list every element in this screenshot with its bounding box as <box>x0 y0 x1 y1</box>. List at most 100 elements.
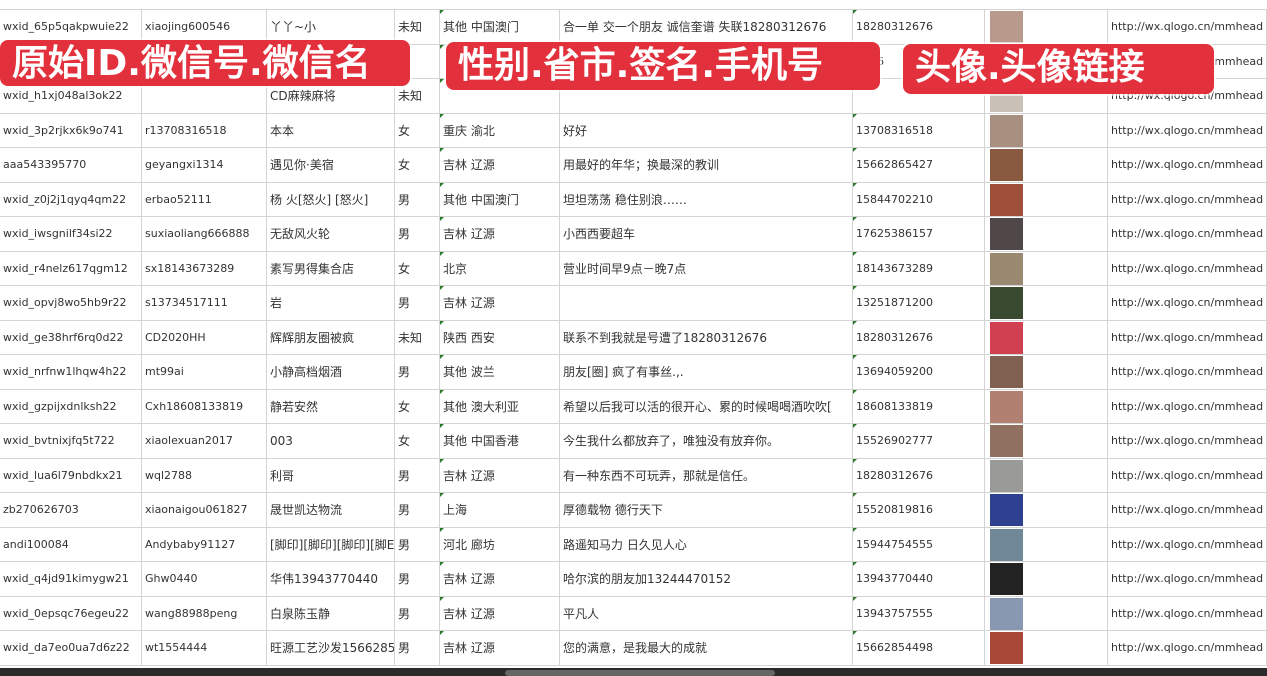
cell-wechat-name[interactable]: 杨 火[怒火] [怒火] <box>267 182 395 216</box>
cell-wechat-name[interactable]: 无敌风火轮 <box>267 217 395 251</box>
cell-avatar-url[interactable]: http://wx.qlogo.cn/mmhead <box>1108 562 1267 596</box>
cell-region[interactable]: 其他 波兰 <box>440 355 560 389</box>
cell-gender[interactable]: 未知 <box>395 10 440 44</box>
cell-signature[interactable]: 厚德载物 德行天下 <box>560 493 853 527</box>
cell-signature[interactable]: 平凡人 <box>560 596 853 630</box>
cell-signature[interactable]: 有一种东西不可玩弄，那就是信任。 <box>560 458 853 492</box>
cell-original-id[interactable]: wxid_h1xj048al3ok22 <box>0 79 142 113</box>
cell-signature[interactable]: 您的满意，是我最大的成就 <box>560 631 853 665</box>
cell-phone[interactable]: 15844702210 <box>853 182 985 216</box>
cell-phone[interactable]: 15662854498 <box>853 631 985 665</box>
cell-signature[interactable]: 好好 <box>560 113 853 147</box>
cell-avatar-url[interactable]: http://wx.qlogo.cn/mmhead <box>1108 355 1267 389</box>
cell-gender[interactable]: 未知 <box>395 79 440 113</box>
cell-avatar-url[interactable]: http://wx.qlogo.cn/mmhead <box>1108 527 1267 561</box>
cell-original-id[interactable]: wxid_65p5qakpwuie22 <box>0 10 142 44</box>
cell-wechat-name[interactable]: 辉辉朋友圈被疯 <box>267 320 395 354</box>
cell-original-id[interactable]: wxid_ge38hrf6rq0d22 <box>0 320 142 354</box>
cell-avatar-url[interactable]: http://wx.qlogo.cn/mmhead <box>1108 217 1267 251</box>
cell-avatar[interactable] <box>985 631 1108 665</box>
cell-gender[interactable]: 男 <box>395 182 440 216</box>
cell-wechat-id[interactable]: geyangxi1314 <box>142 148 267 182</box>
cell-region[interactable]: 吉林 辽源 <box>440 286 560 320</box>
cell-region[interactable]: 吉林 辽源 <box>440 631 560 665</box>
cell-signature[interactable]: 哈尔滨的朋友加13244470152 <box>560 562 853 596</box>
cell-phone[interactable]: 15944754555 <box>853 527 985 561</box>
cell-gender[interactable]: 男 <box>395 527 440 561</box>
cell-gender[interactable]: 男 <box>395 286 440 320</box>
cell-wechat-name[interactable]: 白泉陈玉静 <box>267 596 395 630</box>
cell-region[interactable]: 河北 廊坊 <box>440 527 560 561</box>
cell-phone[interactable] <box>853 79 985 113</box>
cell-region[interactable]: 其他 澳大利亚 <box>440 389 560 423</box>
cell-region[interactable]: 上海 <box>440 493 560 527</box>
cell-wechat-id[interactable]: Andybaby91127 <box>142 527 267 561</box>
cell-wechat-id[interactable]: s13734517111 <box>142 286 267 320</box>
cell-original-id[interactable]: andi100084 <box>0 527 142 561</box>
cell-avatar[interactable] <box>985 10 1108 44</box>
cell-phone[interactable]: 18143673289 <box>853 251 985 285</box>
cell-original-id[interactable]: zb270626703 <box>0 493 142 527</box>
cell-signature[interactable]: 合一单 交一个朋友 诚信奎谱 失联18280312676 <box>560 10 853 44</box>
cell-region[interactable] <box>440 79 560 113</box>
cell-phone[interactable]: 18280312676 <box>853 10 985 44</box>
cell-signature[interactable]: 用最好的年华；换最深的教训 <box>560 148 853 182</box>
cell-wechat-id[interactable]: wang88988peng <box>142 596 267 630</box>
cell-original-id[interactable]: wxid_lua6l79nbdkx21 <box>0 458 142 492</box>
horizontal-scrollbar[interactable] <box>505 670 775 676</box>
cell-wechat-id[interactable]: suxiaoliang666888 <box>142 217 267 251</box>
cell-region[interactable]: 北京 <box>440 251 560 285</box>
cell-region[interactable]: 吉林 辽源 <box>440 458 560 492</box>
cell-signature[interactable] <box>560 79 853 113</box>
cell-phone[interactable]: 13943757555 <box>853 596 985 630</box>
cell-signature[interactable] <box>560 286 853 320</box>
cell-wechat-name[interactable]: 华伟13943770440 <box>267 562 395 596</box>
cell-original-id[interactable]: wxid_0epsqc76egeu22 <box>0 596 142 630</box>
cell-signature[interactable]: 今生我什么都放弃了，唯独没有放弃你。 <box>560 424 853 458</box>
cell-avatar[interactable] <box>985 596 1108 630</box>
cell-original-id[interactable]: wxid_da7eo0ua7d6z22 <box>0 631 142 665</box>
cell-phone[interactable]: 13694059200 <box>853 355 985 389</box>
cell-avatar[interactable] <box>985 251 1108 285</box>
cell-avatar-url[interactable]: http://wx.qlogo.cn/mmhead <box>1108 286 1267 320</box>
cell-wechat-id[interactable] <box>142 79 267 113</box>
cell-avatar-url[interactable]: http://wx.qlogo.cn/mmhead <box>1108 148 1267 182</box>
cell-original-id[interactable]: wxid_gzpijxdnlksh22 <box>0 389 142 423</box>
cell-gender[interactable]: 女 <box>395 424 440 458</box>
cell-original-id[interactable]: wxid_bvtnixjfq5t722 <box>0 424 142 458</box>
cell-avatar-url[interactable]: http://wx.qlogo.cn/mmhead <box>1108 596 1267 630</box>
cell-original-id[interactable]: wxid_3p2rjkx6k9o741 <box>0 113 142 147</box>
cell-wechat-name[interactable]: [脚印][脚印][脚印][脚E <box>267 527 395 561</box>
cell-avatar[interactable] <box>985 424 1108 458</box>
cell-phone[interactable]: 18280312676 <box>853 320 985 354</box>
cell-gender[interactable]: 男 <box>395 596 440 630</box>
cell-avatar[interactable] <box>985 148 1108 182</box>
cell-gender[interactable]: 男 <box>395 493 440 527</box>
cell-gender[interactable]: 男 <box>395 355 440 389</box>
cell-avatar[interactable] <box>985 217 1108 251</box>
cell-original-id[interactable]: wxid_z0j2j1qyq4qm22 <box>0 182 142 216</box>
cell-gender[interactable]: 女 <box>395 389 440 423</box>
cell-gender[interactable]: 男 <box>395 217 440 251</box>
cell-avatar[interactable] <box>985 562 1108 596</box>
cell-avatar[interactable] <box>985 355 1108 389</box>
cell-wechat-name[interactable]: 遇见你·美宿 <box>267 148 395 182</box>
cell-region[interactable]: 陕西 西安 <box>440 320 560 354</box>
cell-wechat-name[interactable]: 丫丫~小 <box>267 10 395 44</box>
cell-wechat-id[interactable]: xiaonaigou061827 <box>142 493 267 527</box>
cell-original-id[interactable]: aaa543395770 <box>0 148 142 182</box>
cell-gender[interactable]: 男 <box>395 562 440 596</box>
cell-phone[interactable]: 13943770440 <box>853 562 985 596</box>
cell-avatar-url[interactable]: http://wx.qlogo.cn/mmhead <box>1108 424 1267 458</box>
cell-wechat-name[interactable]: 003 <box>267 424 395 458</box>
cell-avatar[interactable] <box>985 493 1108 527</box>
cell-gender[interactable] <box>395 44 440 78</box>
cell-wechat-id[interactable]: wt1554444 <box>142 631 267 665</box>
cell-signature[interactable]: 营业时间早9点－晚7点 <box>560 251 853 285</box>
cell-wechat-id[interactable]: CD2020HH <box>142 320 267 354</box>
cell-gender[interactable]: 女 <box>395 148 440 182</box>
cell-phone[interactable]: 15526902777 <box>853 424 985 458</box>
cell-signature[interactable]: 坦坦荡荡 稳住别浪…… <box>560 182 853 216</box>
cell-wechat-name[interactable]: 静若安然 <box>267 389 395 423</box>
cell-avatar[interactable] <box>985 182 1108 216</box>
